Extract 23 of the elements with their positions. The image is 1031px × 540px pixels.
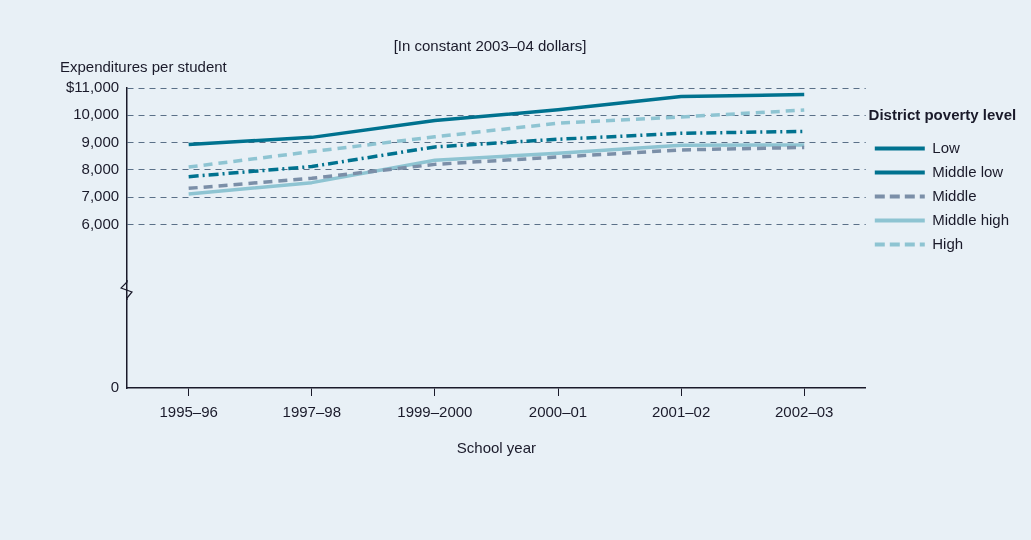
y-tick-label: 6,000 bbox=[81, 214, 120, 232]
y-tick-label: 8,000 bbox=[81, 159, 120, 177]
legend-label: Middle low bbox=[932, 162, 1004, 180]
x-tick-label: 2000–01 bbox=[528, 403, 588, 421]
y-tick-label: 10,000 bbox=[73, 105, 120, 123]
y-tick-label: $11,000 bbox=[66, 78, 120, 96]
x-tick-label: 2002–03 bbox=[775, 403, 834, 421]
x-tick-label: 2001–02 bbox=[651, 403, 711, 421]
x-tick-label: 1999–2000 bbox=[397, 403, 473, 421]
y-tick-label: 7,000 bbox=[81, 187, 120, 205]
y-tick-label: 9,000 bbox=[81, 132, 120, 150]
line-series bbox=[186, 108, 806, 169]
y-axis-title: Expenditures per student bbox=[60, 58, 227, 75]
legend-title: District poverty level bbox=[868, 105, 1017, 123]
legend-label: Low bbox=[932, 138, 960, 156]
x-tick-label: 1995–96 bbox=[159, 403, 218, 421]
x-axis-title: School year bbox=[456, 439, 537, 457]
legend-label: Middle high bbox=[932, 210, 1009, 228]
legend-label: High bbox=[932, 234, 964, 252]
y-tick-label: 0 bbox=[110, 378, 120, 396]
x-tick-label: 1997–98 bbox=[282, 403, 341, 421]
legend-label: Middle bbox=[932, 186, 977, 204]
text: [In constant 2003–04 dollars] bbox=[393, 37, 587, 55]
